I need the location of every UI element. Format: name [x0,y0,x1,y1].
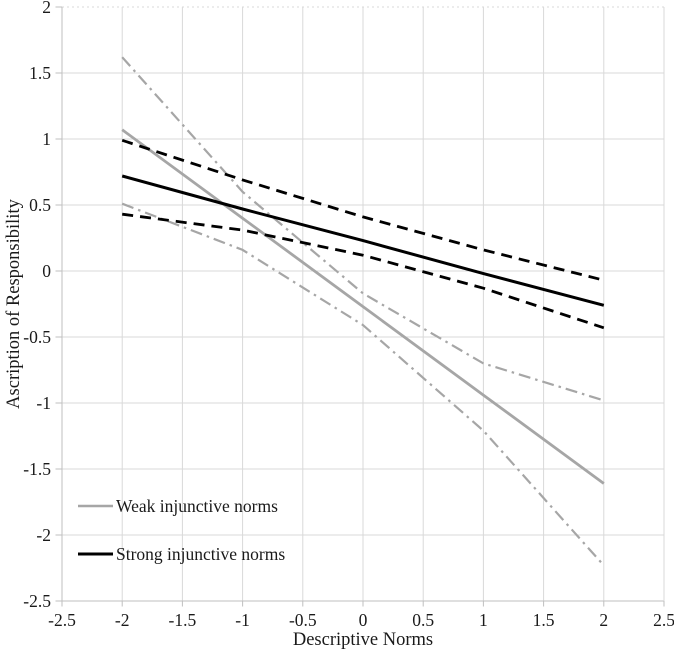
x-tick-label: -0.5 [289,610,317,630]
x-tick-label: -1.5 [169,610,197,630]
x-tick-label: 2 [599,610,608,630]
y-axis-title: Ascription of Responsibility [4,198,24,408]
series-line-weak-mean [121,128,605,485]
y-tick-label: 1 [42,129,51,149]
x-axis-title: Descriptive Norms [293,630,433,650]
series-line-strong-ci-upper [121,138,605,282]
y-tick-label: -2 [36,525,51,545]
y-tick-label: -1.5 [23,459,51,479]
x-tick-label: 0 [359,610,368,630]
x-tick-label: 1 [479,610,488,630]
x-tick-label: -1 [235,610,250,630]
series-lines [121,56,605,567]
series-line-strong-mean [121,174,605,307]
y-tick-label: -2.5 [23,591,51,611]
series-line-weak-ci-lower [121,202,605,567]
axes: -2.5 -2 -1.5 -1 -0.5 0 0.5 1 1.5 2 2.5 2 1.5 1 0.5 0 -0.… [23,0,674,630]
y-tick-label: 2 [42,0,51,17]
x-tick-label: 2.5 [653,610,674,630]
x-tick-label: 1.5 [533,610,555,630]
y-tick-label: -0.5 [23,327,51,347]
y-tick-label: 1.5 [29,63,51,83]
legend-label: Strong injunctive norms [116,544,285,564]
legend: Weak injunctive norms Strong injunctive n… [78,496,285,564]
x-tick-label: 0.5 [412,610,434,630]
y-tick-label: 0.5 [29,195,51,215]
x-tick-label: -2 [115,610,130,630]
y-tick-label: 0 [42,261,51,281]
series-line-weak-ci-upper [121,56,605,402]
y-tick-label: -1 [36,393,51,413]
series-line-strong-ci-lower [122,212,605,330]
legend-label: Weak injunctive norms [116,496,278,516]
x-tick-label: -2.5 [48,610,76,630]
